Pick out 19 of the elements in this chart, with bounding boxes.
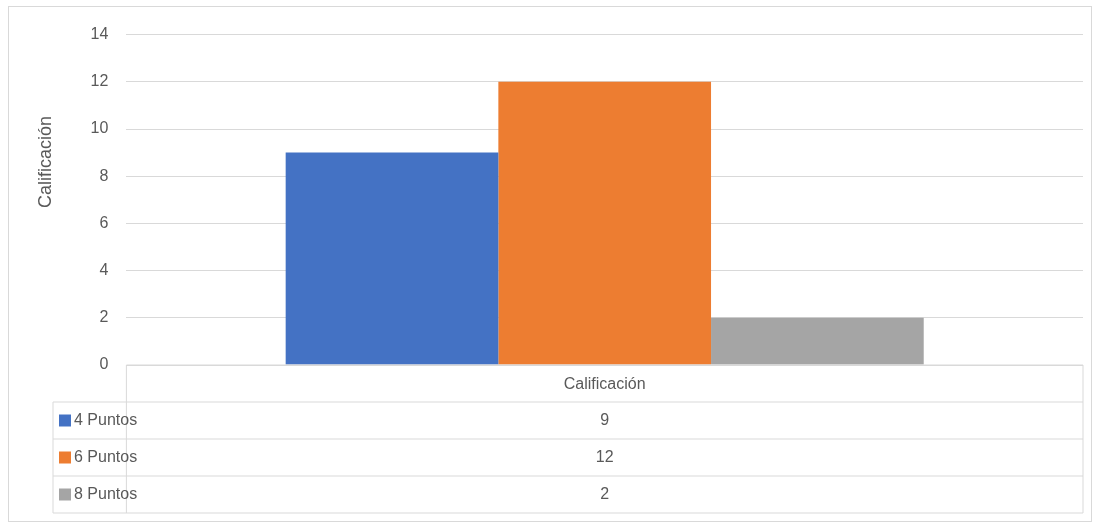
legend-label: 6 Puntos [74,447,138,465]
y-tick-label: 4 [99,261,109,279]
y-tick-label: 0 [99,355,109,373]
bar [285,152,499,365]
text: 12 [595,447,614,465]
y-tick-label: 14 [90,25,109,43]
y-tick-label: 8 [99,166,109,184]
bar [498,81,712,365]
y-tick-label: 10 [90,119,109,137]
x-axis-title: Calificación [563,374,646,392]
y-tick-label: 12 [90,72,109,90]
y-axis-title: Calificación [34,115,56,209]
text: 2 [600,484,610,502]
legend-label: 8 Puntos [74,484,138,502]
y-tick-label: 6 [99,213,109,231]
text: 9 [600,410,610,428]
y-tick-label: 2 [99,308,109,326]
legend-label: 4 Puntos [74,410,138,428]
bar [711,317,924,365]
